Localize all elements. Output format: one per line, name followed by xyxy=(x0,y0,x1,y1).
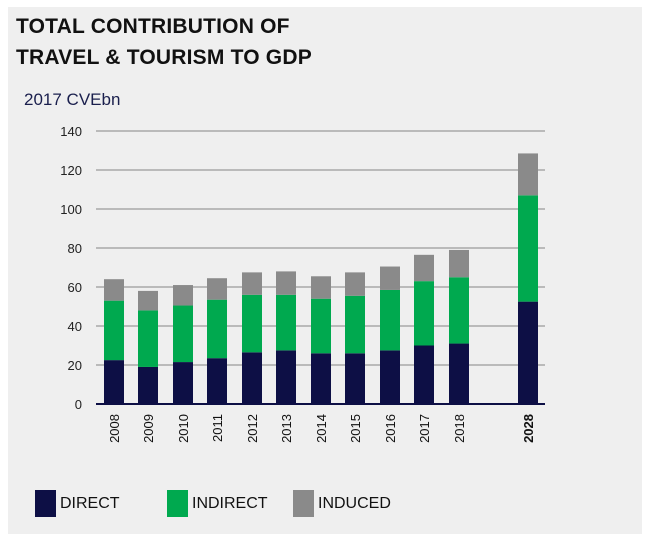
bar-segment-direct-2015 xyxy=(345,353,365,404)
bar-segment-induced-2028 xyxy=(518,153,538,196)
y-axis-unit-label: 2017 CVEbn xyxy=(24,90,121,109)
bar-segment-induced-2010 xyxy=(173,285,193,306)
y-tick-label: 40 xyxy=(68,319,82,334)
bar-segment-direct-2009 xyxy=(138,366,158,404)
x-tick-label-2013: 2013 xyxy=(279,414,294,443)
y-tick-label: 0 xyxy=(75,397,82,412)
legend-item-induced: INDUCED xyxy=(293,490,391,517)
bar-segment-induced-2011 xyxy=(207,278,227,300)
bar-segment-induced-2014 xyxy=(311,276,331,299)
x-tick-label-2009: 2009 xyxy=(141,414,156,443)
bar-segment-indirect-2008 xyxy=(104,300,124,361)
bar-segment-induced-2017 xyxy=(414,254,434,282)
x-tick-label-2012: 2012 xyxy=(245,414,260,443)
bar-segment-induced-2013 xyxy=(276,271,296,295)
bar-segment-indirect-2012 xyxy=(242,294,262,353)
bar-segment-direct-2018 xyxy=(449,343,469,404)
x-tick-label-2018: 2018 xyxy=(452,414,467,443)
legend-swatch-induced xyxy=(293,490,314,517)
y-tick-label: 140 xyxy=(60,124,82,139)
y-tick-label: 80 xyxy=(68,241,82,256)
x-tick-label-2016: 2016 xyxy=(383,414,398,443)
bar-segment-indirect-2009 xyxy=(138,310,158,367)
legend-label-indirect: INDIRECT xyxy=(192,494,268,512)
bar-segment-direct-2014 xyxy=(311,353,331,404)
bar-segment-indirect-2017 xyxy=(414,281,434,346)
bar-segment-induced-2015 xyxy=(345,272,365,296)
bar-segment-indirect-2018 xyxy=(449,277,469,344)
bar-segment-indirect-2016 xyxy=(380,289,400,351)
legend-label-direct: DIRECT xyxy=(60,494,120,512)
bar-segment-induced-2009 xyxy=(138,290,158,311)
bar-segment-direct-2012 xyxy=(242,352,262,404)
bar-segment-direct-2016 xyxy=(380,350,400,404)
bar-segment-induced-2012 xyxy=(242,272,262,295)
legend-item-direct: DIRECT xyxy=(35,490,120,517)
bar-segment-direct-2011 xyxy=(207,358,227,404)
y-tick-label: 20 xyxy=(68,358,82,373)
bar-segment-indirect-2013 xyxy=(276,294,296,351)
bar-segment-induced-2016 xyxy=(380,266,400,290)
bar-segment-induced-2008 xyxy=(104,279,124,301)
bar-segment-indirect-2014 xyxy=(311,298,331,354)
bar-segment-induced-2018 xyxy=(449,249,469,278)
x-tick-label-2010: 2010 xyxy=(176,414,191,443)
bar-segment-direct-2010 xyxy=(173,362,193,404)
bar-segment-direct-2017 xyxy=(414,345,434,404)
legend-item-indirect: INDIRECT xyxy=(167,490,268,517)
bar-segment-direct-2013 xyxy=(276,350,296,404)
x-tick-label-2015: 2015 xyxy=(348,414,363,443)
bar-segment-direct-2028 xyxy=(518,301,538,404)
y-tick-label: 120 xyxy=(60,163,82,178)
x-tick-label-2011: 2011 xyxy=(210,414,225,442)
legend-label-induced: INDUCED xyxy=(318,494,391,512)
bar-segment-indirect-2010 xyxy=(173,305,193,363)
x-tick-label-2008: 2008 xyxy=(107,414,122,443)
y-tick-label: 60 xyxy=(68,280,82,295)
legend-swatch-indirect xyxy=(167,490,188,517)
bar-segment-indirect-2011 xyxy=(207,299,227,359)
y-tick-label: 100 xyxy=(60,202,82,217)
bar-segment-indirect-2015 xyxy=(345,295,365,354)
bar-segment-direct-2008 xyxy=(104,360,124,404)
x-tick-label-2014: 2014 xyxy=(314,414,329,443)
x-tick-label-2028: 2028 xyxy=(521,414,536,443)
chart-title-line-1: TOTAL CONTRIBUTION OF xyxy=(16,15,290,38)
bar-segment-indirect-2028 xyxy=(518,195,538,302)
x-tick-label-2017: 2017 xyxy=(417,414,432,443)
legend-swatch-direct xyxy=(35,490,56,517)
chart-title-line-2: TRAVEL & TOURISM TO GDP xyxy=(16,46,312,69)
